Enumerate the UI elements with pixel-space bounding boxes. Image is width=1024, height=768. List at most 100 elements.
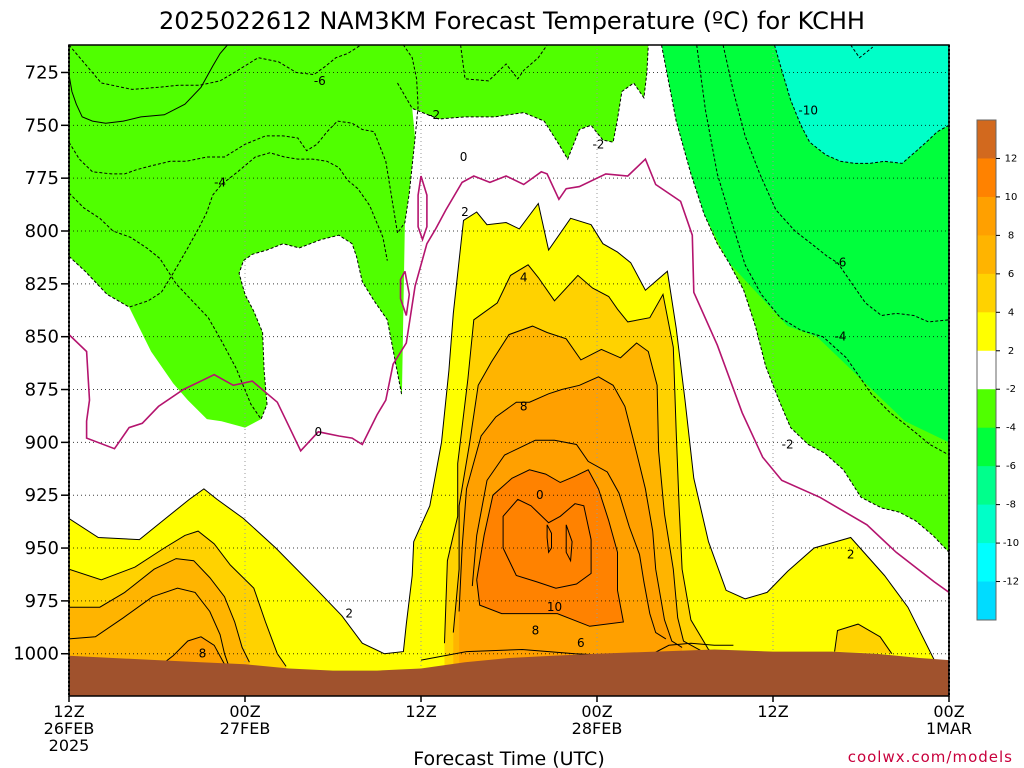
x-tick-label: 1MAR — [926, 719, 972, 738]
colorbar-tick-label: -8 — [1006, 500, 1016, 511]
colorbar-tick-label: 6 — [1008, 269, 1014, 280]
isotherm-line — [452, 325, 703, 653]
right-warm-fill-2c — [834, 624, 892, 654]
isotherm-line — [69, 530, 287, 667]
contour-label: 8 — [532, 623, 540, 637]
x-tick-label: 12Z — [405, 702, 436, 721]
x-tick-label: 2025 — [49, 736, 90, 755]
zero-isotherm-lines — [69, 157, 949, 594]
isotherm-line — [397, 45, 649, 161]
y-tick-label: 975 — [25, 591, 59, 612]
x-tick-label: 12Z — [53, 702, 84, 721]
colorbar-tick-label: -4 — [1006, 423, 1016, 434]
isotherm-line — [69, 45, 362, 90]
y-tick-label: 875 — [25, 380, 59, 401]
colorbar-bin — [977, 158, 996, 198]
isotherm-line — [774, 45, 949, 164]
colorbar-tick-label: -2 — [1006, 384, 1016, 395]
zero-isotherm-line — [417, 175, 428, 242]
x-tick-label: 00Z — [933, 702, 964, 721]
isotherm-line — [69, 202, 949, 672]
contour-label: 2 — [847, 547, 855, 561]
y-tick-label: 825 — [25, 274, 59, 295]
colorbar-bin — [977, 350, 996, 390]
colorbar-bin — [977, 427, 996, 467]
contour-label: -4 — [834, 330, 846, 344]
colorbar-tick-label: 12 — [1005, 153, 1018, 164]
contour-label: 2 — [461, 205, 469, 219]
y-tick-label: 900 — [25, 432, 59, 453]
colorbar: 12 10 8 6 4 2 -2 -4 -6 -8 -10 -12 — [976, 119, 1019, 621]
contour-label: 8 — [199, 647, 207, 661]
isotherm-lines — [69, 45, 949, 676]
isotherm-line — [661, 45, 949, 553]
colorbar-bin — [977, 389, 996, 429]
colorbar-bin — [977, 235, 996, 275]
colorbar-tick-label: 2 — [1008, 346, 1014, 357]
x-tick-label: 00Z — [581, 702, 612, 721]
x-tick-label: 00Z — [229, 702, 260, 721]
isotherm-line — [69, 45, 419, 235]
x-tick-label: 28FEB — [572, 719, 623, 738]
zero-isotherm-line — [399, 270, 411, 316]
plot-area: -6 -2 -10 -2 0 -4 2 -6 4 -4 8 0 -2 0 2 2 10 8 6 8 — [69, 45, 949, 696]
colorbar-tick-label: 4 — [1008, 307, 1014, 318]
x-tick-label: 12Z — [757, 702, 788, 721]
colorbar-bin — [977, 273, 996, 313]
contour-label: 4 — [520, 271, 528, 285]
isotherm-line — [458, 376, 683, 648]
contour-label: -6 — [314, 74, 326, 88]
y-tick-label: 750 — [25, 115, 59, 136]
isotherm-line — [565, 524, 573, 563]
isotherm-line — [696, 45, 949, 456]
contour-label: -10 — [798, 104, 818, 118]
isotherm-line — [834, 623, 893, 654]
contour-label: 2 — [345, 607, 353, 621]
chart-title: 2025022612 NAM3KM Forecast Temperature (… — [159, 7, 865, 35]
colorbar-tick-label: 8 — [1008, 230, 1014, 241]
colorbar-bin — [977, 466, 996, 506]
y-tick-label: 925 — [25, 485, 59, 506]
contour-label: -2 — [592, 137, 604, 151]
isotherm-line — [69, 558, 250, 663]
contour-label: -2 — [428, 108, 440, 122]
contour-label: -4 — [214, 175, 226, 189]
isotherm-line — [502, 498, 592, 589]
contour-label: 0 — [315, 425, 323, 439]
isotherm-line — [460, 45, 548, 82]
isotherm-line — [850, 45, 874, 59]
coldest-fill — [774, 45, 949, 164]
contour-label: 10 — [547, 600, 562, 614]
colorbar-tick-label: -10 — [1003, 538, 1019, 549]
contour-label: -6 — [834, 256, 846, 270]
credit-text[interactable]: coolwx.com/models — [848, 748, 1013, 766]
contour-label: 0 — [536, 488, 544, 502]
colorbar-frame — [976, 119, 997, 621]
isotherm-line — [444, 264, 724, 659]
colorbar-bin — [977, 120, 996, 159]
y-tick-label: 950 — [25, 538, 59, 559]
colorbar-bin — [977, 543, 996, 582]
contour-label: 8 — [520, 399, 528, 413]
colorbar-tick-label: -12 — [1003, 577, 1019, 588]
isotherm-line — [476, 469, 624, 627]
x-tick-label: 27FEB — [220, 719, 271, 738]
zero-isotherm-line — [69, 157, 949, 594]
x-axis-label: Forecast Time (UTC) — [413, 748, 604, 768]
colorbar-bin — [977, 196, 996, 236]
y-tick-label: 850 — [25, 327, 59, 348]
y-tick-label: 800 — [25, 221, 59, 242]
ground-fill — [69, 649, 949, 696]
colorbar-bin — [977, 504, 996, 544]
contour-label: 6 — [577, 636, 585, 650]
isotherm-line — [471, 439, 667, 640]
contour-labels: -6 -2 -10 -2 0 -4 2 -6 4 -4 8 0 -2 0 2 2 10 8 6 8 — [199, 74, 855, 661]
contour-label: 0 — [460, 150, 468, 164]
isotherm-line — [69, 45, 228, 124]
isotherm-line — [546, 524, 552, 554]
y-axis: 725 750 775 800 825 850 875 900 925 950 975 1000 — [13, 62, 69, 665]
y-tick-label: 775 — [25, 168, 59, 189]
colorbar-bin — [977, 312, 996, 352]
